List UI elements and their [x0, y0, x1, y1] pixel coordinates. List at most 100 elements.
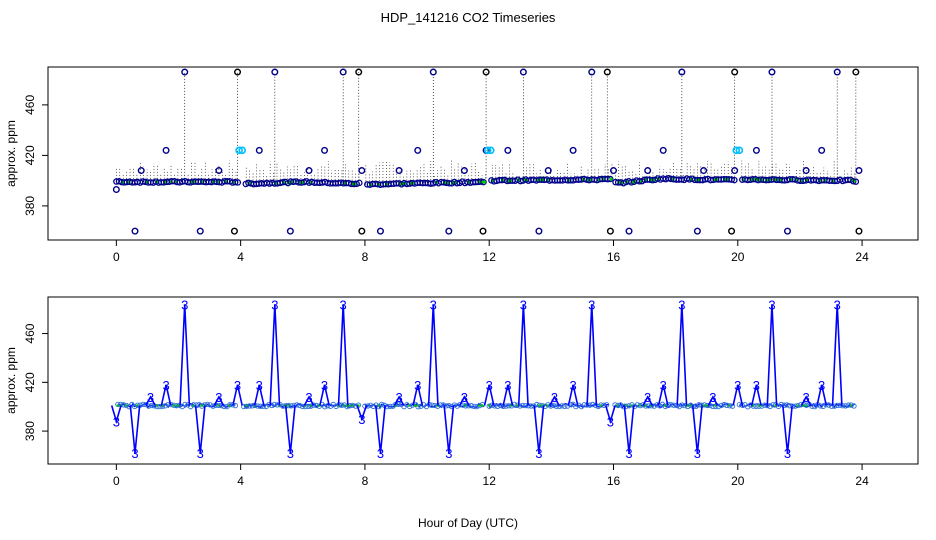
series-point: [528, 403, 534, 409]
mid-level-point: [700, 167, 708, 175]
spike-line: [319, 384, 330, 406]
series-point: [497, 402, 504, 409]
series-point: [809, 403, 815, 409]
mid-level-point: [659, 146, 667, 154]
series-point: [243, 403, 250, 409]
spike-marker-label: 3: [753, 378, 760, 393]
spike-marker-label: 3: [625, 446, 632, 461]
spike-marker-label: 3: [287, 446, 294, 461]
spike-line: [502, 384, 514, 406]
series-point: [651, 403, 657, 409]
series-point: [727, 403, 733, 409]
spike-low-point: [693, 227, 701, 235]
spike-marker-label: 3: [430, 297, 437, 312]
series-point: [182, 401, 188, 408]
x-tick-label: 20: [731, 250, 745, 264]
spike-marker-label: 3: [256, 378, 263, 393]
spike-low-point: [131, 227, 139, 235]
spike-line: [194, 405, 206, 454]
series-point: [576, 402, 582, 408]
series-point: [831, 403, 838, 409]
spike-marker-label: 3: [678, 297, 685, 312]
series-point: [215, 402, 222, 409]
spike-line: [707, 395, 719, 406]
top-axes: 0 4 8 12 16 20 24 380 420 460: [23, 95, 869, 264]
spike-line: [586, 304, 598, 406]
spike-marker-label: 3: [181, 297, 188, 312]
spike-line: [750, 384, 762, 406]
x-tick-label: 0: [113, 474, 120, 488]
x-tick-label: 8: [362, 250, 369, 264]
series-point: [387, 403, 393, 409]
mid-level-point: [162, 146, 170, 154]
spike-line: [604, 405, 616, 425]
series-point: [729, 403, 736, 409]
series-point: [590, 401, 596, 408]
series-point: [446, 402, 452, 409]
data-point-green: [609, 177, 613, 181]
series-point: [134, 402, 141, 408]
spike-marker-label: 3: [197, 446, 204, 461]
spike-line: [483, 384, 495, 406]
spike-marker-label: 3: [271, 297, 278, 312]
x-tick-label: 4: [237, 250, 244, 264]
spike-line: [356, 405, 368, 422]
mid-level-point: [358, 167, 366, 175]
spike-marker-label: 3: [461, 390, 468, 405]
series-point: [418, 403, 424, 409]
mid-level-point: [544, 167, 552, 175]
spike-line: [284, 405, 296, 454]
series-point: [562, 403, 568, 409]
series-point: [350, 402, 356, 409]
spike-line: [427, 304, 439, 406]
spike-high-point: [768, 68, 776, 76]
y-tick-label: 380: [23, 421, 37, 441]
y-tick-label: 420: [23, 145, 37, 165]
mid-level-point: [818, 146, 826, 154]
series-point: [795, 402, 801, 409]
series-point: [643, 403, 649, 409]
series-point: [148, 402, 155, 409]
spike-line: [160, 384, 172, 406]
series-point: [668, 402, 674, 408]
spike-line: [443, 405, 455, 454]
spike-line: [110, 405, 122, 425]
spike-line: [732, 384, 744, 406]
spike-line: [766, 304, 778, 406]
spike-high-point: [339, 68, 347, 76]
series-point: [559, 403, 565, 409]
chart-title: HDP_141216 CO2 Timeseries: [381, 10, 556, 25]
spike-marker-label: 3: [709, 390, 716, 405]
spike-marker-label: 3: [305, 390, 312, 405]
series-point: [379, 401, 385, 407]
spike-line: [412, 384, 424, 406]
series-point: [297, 402, 303, 409]
mid-level-point: [610, 167, 618, 175]
data-point: [728, 176, 735, 183]
mid-level-point: [414, 146, 422, 154]
bottom-axes: 0 4 8 12 16 20 24 380 420 460: [23, 323, 869, 488]
mid-level-point: [215, 167, 223, 175]
cyan-point: [238, 146, 246, 155]
data-point: [480, 178, 487, 186]
series-point: [255, 403, 261, 409]
spike-line: [145, 395, 156, 406]
x-axis-title: Hour of Day (UTC): [418, 516, 518, 530]
series-point: [257, 403, 264, 409]
bottom-y-axis-title: approx. ppm: [4, 347, 18, 414]
series-point: [143, 401, 149, 408]
series-point: [468, 403, 474, 409]
series-point: [486, 403, 492, 409]
spike-low-point: [230, 227, 238, 235]
spike-marker-label: 3: [588, 297, 595, 312]
spike-marker-label: 3: [784, 446, 791, 461]
x-tick-label: 12: [483, 250, 497, 264]
mid-level-point: [460, 167, 468, 175]
series-line: [615, 402, 733, 409]
spike-marker-label: 3: [414, 378, 421, 393]
mid-level-point: [802, 167, 810, 175]
series-point: [210, 403, 216, 409]
mid-level-point: [321, 146, 329, 154]
x-tick-label: 0: [113, 250, 120, 264]
spike-marker-label: 3: [147, 390, 154, 405]
